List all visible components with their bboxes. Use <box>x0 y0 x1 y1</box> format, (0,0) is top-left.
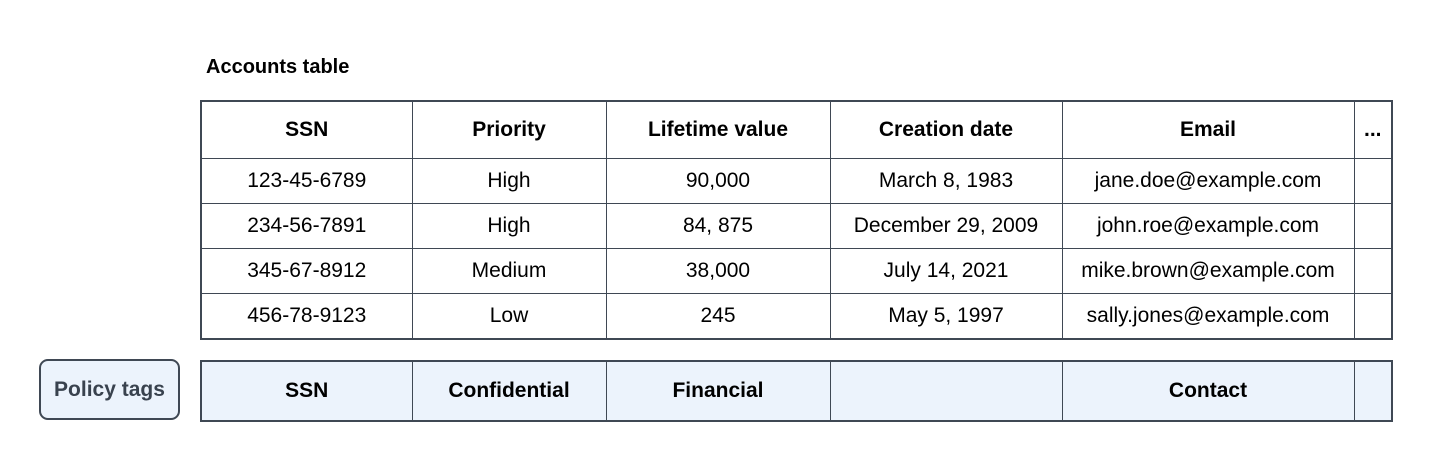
table-cell: 245 <box>605 293 831 340</box>
table-cell: mike.brown@example.com <box>1061 248 1355 294</box>
table-cell: March 8, 1983 <box>829 158 1063 204</box>
table-title: Accounts table <box>206 56 350 78</box>
table-row: 345-67-8912 Medium 38,000 July 14, 2021 mike… <box>200 248 1393 294</box>
table-cell: 90,000 <box>605 158 831 204</box>
table-cell <box>1353 203 1393 249</box>
table-cell: 234-56-7891 <box>200 203 413 249</box>
column-header: Priority <box>411 100 607 159</box>
table-cell: Low <box>411 293 607 340</box>
table-cell: High <box>411 158 607 204</box>
table-row: 123-45-6789 High 90,000 March 8, 1983 jane.d… <box>200 158 1393 204</box>
table-cell: 38,000 <box>605 248 831 294</box>
policy-tags-row: SSN Confidential Financial Contact <box>200 360 1393 422</box>
table-cell: Medium <box>411 248 607 294</box>
accounts-table: SSN Priority Lifetime value Creation date Em… <box>200 100 1393 340</box>
table-cell: High <box>411 203 607 249</box>
policy-tag-cell <box>829 360 1063 422</box>
policy-tags-cells: SSN Confidential Financial Contact <box>200 360 1393 422</box>
table-cell: December 29, 2009 <box>829 203 1063 249</box>
table-cell: 84, 875 <box>605 203 831 249</box>
table-row: 456-78-9123 Low 245 May 5, 1997 sally.jones@… <box>200 293 1393 340</box>
table-cell: john.roe@example.com <box>1061 203 1355 249</box>
column-header: ... <box>1353 100 1393 159</box>
policy-tag-cell: SSN <box>200 360 413 422</box>
table-cell <box>1353 293 1393 340</box>
policy-tag-cell: Confidential <box>411 360 607 422</box>
table-cell <box>1353 248 1393 294</box>
column-header: SSN <box>200 100 413 159</box>
table-row: 234-56-7891 High 84, 875 December 29, 2009 j… <box>200 203 1393 249</box>
table-cell: 345-67-8912 <box>200 248 413 294</box>
policy-tag-cell: Financial <box>605 360 831 422</box>
column-header: Lifetime value <box>605 100 831 159</box>
policy-tags-button[interactable]: Policy tags <box>39 359 180 420</box>
accounts-table-body: 123-45-6789 High 90,000 March 8, 1983 jane.d… <box>200 158 1393 340</box>
policy-tag-cell: Contact <box>1061 360 1355 422</box>
table-cell: sally.jones@example.com <box>1061 293 1355 340</box>
policy-tags-button-label: Policy tags <box>54 377 165 401</box>
table-cell: 456-78-9123 <box>200 293 413 340</box>
column-header: Creation date <box>829 100 1063 159</box>
policy-tag-cell <box>1353 360 1393 422</box>
table-cell: May 5, 1997 <box>829 293 1063 340</box>
table-cell: jane.doe@example.com <box>1061 158 1355 204</box>
accounts-header-row: SSN Priority Lifetime value Creation date Em… <box>200 100 1393 159</box>
table-cell: 123-45-6789 <box>200 158 413 204</box>
table-cell: July 14, 2021 <box>829 248 1063 294</box>
table-cell <box>1353 158 1393 204</box>
column-header: Email <box>1061 100 1355 159</box>
